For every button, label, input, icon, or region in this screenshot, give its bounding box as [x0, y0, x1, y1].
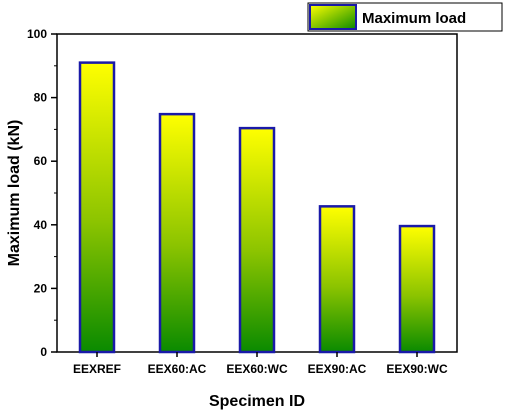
- bar-eex60-wc: [238, 126, 276, 354]
- bars-group: [78, 61, 436, 354]
- legend-label: Maximum load: [362, 10, 466, 27]
- y-tick-label: 60: [34, 154, 48, 168]
- bar-eex60-ac: [158, 112, 196, 354]
- x-tick-label: EEX90:WC: [386, 362, 448, 376]
- x-tick-label: EEX60:WC: [226, 362, 288, 376]
- y-tick-label: 80: [34, 91, 48, 105]
- y-axis-title: Maximum load (kN): [6, 120, 23, 267]
- y-tick-label: 20: [34, 281, 48, 295]
- bar-eexref: [78, 61, 116, 354]
- y-axis: 0 20 40 60 80 100: [27, 27, 57, 359]
- y-tick-label: 0: [40, 345, 47, 359]
- y-tick-label: 100: [27, 27, 47, 41]
- y-tick-label: 40: [34, 218, 48, 232]
- x-axis: EEXREF EEX60:AC EEX60:WC EEX90:AC EEX90:WC: [73, 352, 448, 376]
- x-axis-title: Specimen ID: [209, 393, 305, 410]
- x-tick-label: EEX60:AC: [148, 362, 207, 376]
- legend: Maximum load: [307, 2, 503, 32]
- x-tick-label: EEX90:AC: [308, 362, 367, 376]
- legend-swatch: [309, 4, 357, 30]
- bar-eex90-wc: [398, 224, 436, 354]
- bar-eex90-ac: [318, 205, 356, 354]
- x-tick-label: EEXREF: [73, 362, 121, 376]
